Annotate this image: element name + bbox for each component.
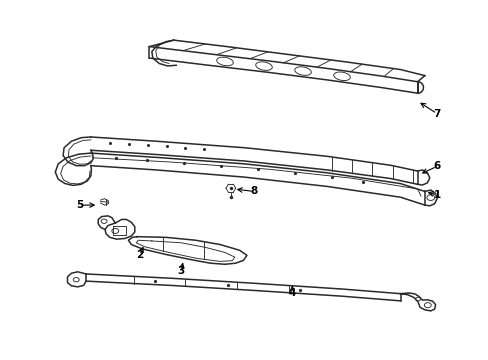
Text: 2: 2 (136, 250, 143, 260)
Text: 5: 5 (76, 200, 83, 210)
Text: 4: 4 (288, 288, 295, 298)
Text: 7: 7 (432, 109, 440, 119)
Text: 3: 3 (177, 266, 184, 276)
Text: 6: 6 (432, 161, 440, 171)
Text: 8: 8 (250, 186, 257, 197)
Text: 1: 1 (432, 190, 440, 200)
